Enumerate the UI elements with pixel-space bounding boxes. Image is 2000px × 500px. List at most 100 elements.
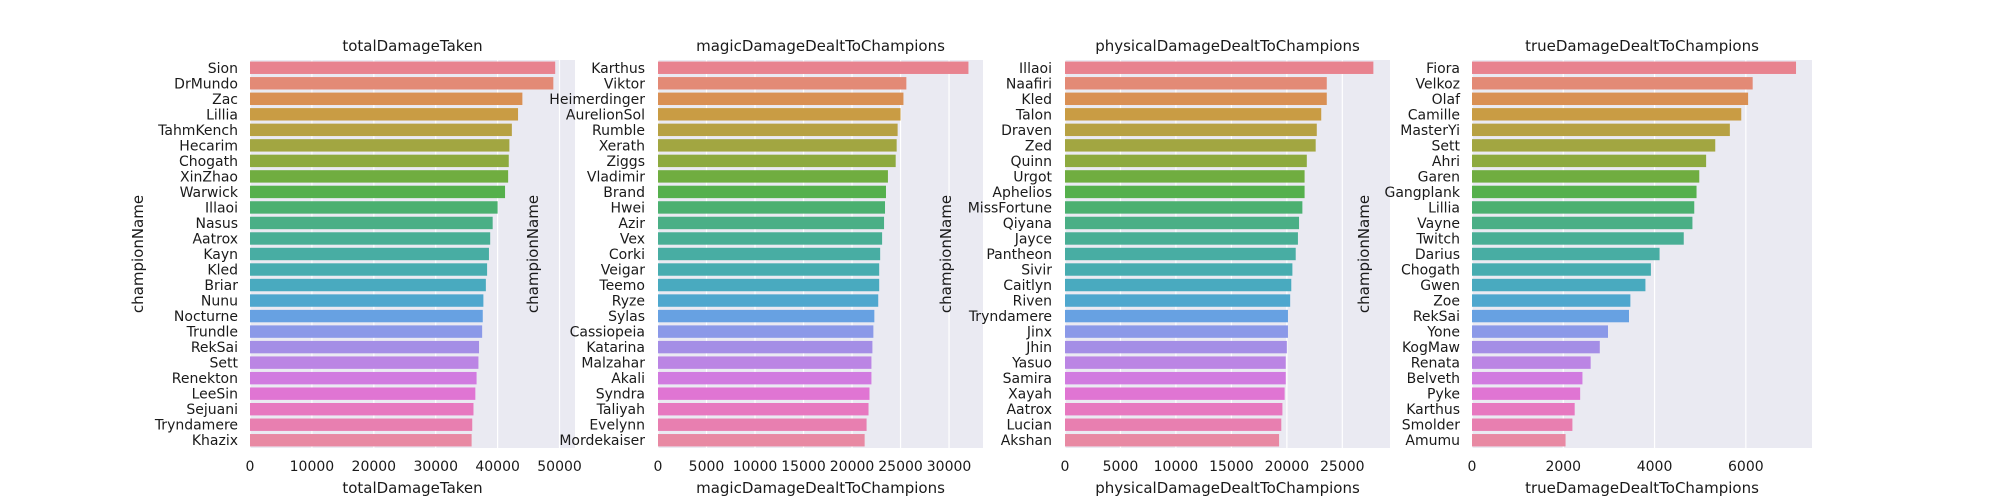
y-tick-label: XinZhao xyxy=(180,169,238,185)
y-tick-label: Illaoi xyxy=(205,200,238,216)
y-tick-label: Rumble xyxy=(592,123,645,139)
y-tick-label: Briar xyxy=(204,278,238,294)
bar xyxy=(658,154,896,168)
bar xyxy=(1065,356,1286,369)
bar xyxy=(1472,108,1742,121)
y-tick-label: Ryze xyxy=(612,294,645,310)
bar xyxy=(1472,216,1693,230)
bar xyxy=(1472,325,1608,338)
bar xyxy=(658,247,881,261)
y-tick-label: RekSai xyxy=(191,340,238,356)
bar xyxy=(1065,232,1298,245)
bar xyxy=(1472,232,1684,245)
x-tick-label: 15000 xyxy=(1209,459,1254,475)
y-tick-label: Brand xyxy=(603,185,645,201)
y-tick-label: Vex xyxy=(620,231,645,247)
bar xyxy=(1065,340,1287,354)
y-tick-label: Yone xyxy=(1426,325,1460,341)
y-tick-label: Pantheon xyxy=(986,247,1052,263)
y-tick-label: Sion xyxy=(208,61,238,77)
bar xyxy=(1472,371,1583,385)
y-tick-label: Velkoz xyxy=(1415,76,1460,92)
y-tick-label: Talon xyxy=(1015,107,1052,123)
x-tick-label: 2000 xyxy=(1545,459,1581,475)
y-tick-label: Azir xyxy=(618,216,645,232)
y-tick-label: Renata xyxy=(1411,356,1460,372)
bar xyxy=(250,108,519,121)
bar xyxy=(250,123,512,137)
bar xyxy=(658,61,969,74)
y-tick-label: Qiyana xyxy=(1003,216,1052,232)
x-tick-label: 30000 xyxy=(413,459,458,475)
x-axis-label: trueDamageDealtToChampions xyxy=(1525,479,1759,497)
y-tick-label: Lillia xyxy=(1428,200,1460,216)
bar xyxy=(1472,92,1749,106)
y-tick-label: Kled xyxy=(207,263,238,279)
x-tick-label: 20000 xyxy=(830,459,875,475)
bar xyxy=(1472,309,1629,323)
bar xyxy=(1065,139,1316,152)
bar xyxy=(1472,356,1591,369)
bar xyxy=(1065,263,1293,276)
y-tick-label: Corki xyxy=(609,247,645,263)
x-tick-label: 25000 xyxy=(1320,459,1365,475)
bar xyxy=(658,123,898,137)
y-tick-label: Quinn xyxy=(1010,154,1052,170)
x-tick-label: 0 xyxy=(1468,459,1477,475)
y-tick-label: Khazix xyxy=(192,433,238,449)
y-tick-label: Urgot xyxy=(1013,169,1052,185)
x-tick-label: 0 xyxy=(1061,459,1070,475)
y-tick-label: Vayne xyxy=(1417,216,1460,232)
bar xyxy=(658,216,885,230)
y-tick-label: Evelynn xyxy=(589,418,645,434)
bar xyxy=(250,325,483,338)
bar xyxy=(658,325,874,338)
bar xyxy=(250,309,483,323)
y-tick-label: Akali xyxy=(611,371,645,387)
y-tick-label: Riven xyxy=(1013,294,1052,310)
y-tick-label: Lillia xyxy=(206,107,238,123)
bar xyxy=(250,170,509,183)
bar xyxy=(658,356,872,369)
y-tick-label: Camille xyxy=(1408,107,1460,123)
x-tick-label: 0 xyxy=(654,459,663,475)
y-tick-label: Gwen xyxy=(1420,278,1460,294)
chart-title: physicalDamageDealtToChampions xyxy=(1095,37,1360,55)
y-tick-label: Xayah xyxy=(1008,387,1052,403)
y-tick-label: Zac xyxy=(212,92,238,108)
bar xyxy=(1065,170,1305,183)
y-tick-label: TahmKench xyxy=(157,123,238,139)
y-axis-label: championName xyxy=(1355,195,1373,313)
y-tick-label: Taliyah xyxy=(596,402,645,418)
x-tick-label: 4000 xyxy=(1637,459,1673,475)
y-tick-label: Tryndamere xyxy=(154,418,238,434)
y-tick-label: Jhin xyxy=(1025,340,1052,356)
y-tick-label: Renekton xyxy=(172,371,238,387)
bar xyxy=(658,263,880,276)
x-axis-label: physicalDamageDealtToChampions xyxy=(1095,479,1360,497)
bar xyxy=(1472,340,1600,354)
y-tick-label: Kled xyxy=(1021,92,1052,108)
bar xyxy=(1065,309,1288,323)
y-axis-label: championName xyxy=(524,195,542,313)
y-tick-label: Akshan xyxy=(1001,433,1052,449)
bar xyxy=(658,294,879,307)
bar xyxy=(658,170,888,183)
bar xyxy=(1472,77,1753,90)
x-tick-label: 30000 xyxy=(927,459,972,475)
y-tick-label: KogMaw xyxy=(1402,340,1460,356)
bar xyxy=(250,278,486,292)
x-tick-label: 20000 xyxy=(352,459,397,475)
bar xyxy=(1472,387,1581,400)
y-tick-label: Tryndamere xyxy=(968,309,1052,325)
y-tick-label: Illaoi xyxy=(1019,61,1052,77)
y-tick-label: Aphelios xyxy=(992,185,1052,201)
bar xyxy=(1472,139,1716,152)
chart-title: magicDamageDealtToChampions xyxy=(696,37,945,55)
bar xyxy=(250,418,473,431)
bar xyxy=(250,402,474,416)
y-tick-label: Xerath xyxy=(599,138,645,154)
y-tick-label: Darius xyxy=(1415,247,1460,263)
y-tick-label: Gangplank xyxy=(1384,185,1460,201)
y-tick-label: DrMundo xyxy=(174,76,238,92)
